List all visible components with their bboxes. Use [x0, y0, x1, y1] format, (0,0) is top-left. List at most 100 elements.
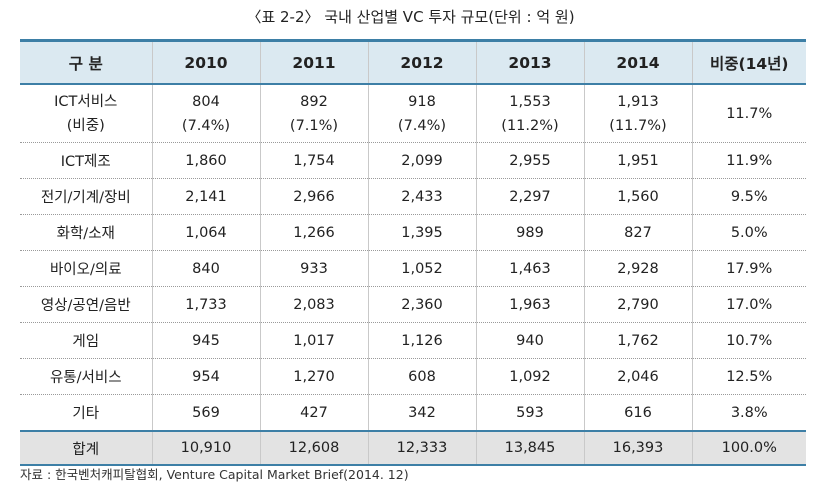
cell: 2,955 [475, 142, 585, 179]
row-sublabel: (비중) [66, 117, 105, 134]
cell-share: 11.9% [691, 142, 806, 179]
header-year: 2011 [259, 39, 369, 85]
table-row: 게임 945 1,017 1,126 940 1,762 10.7% [20, 322, 806, 359]
table-row: 기타 569 427 342 593 616 3.8% [20, 394, 806, 432]
cell-ratio: (7.4%) [181, 117, 231, 134]
cell: 2,046 [583, 358, 693, 395]
total-cell: 13,845 [475, 431, 585, 466]
table-row: 바이오/의료 840 933 1,052 1,463 2,928 17.9% [20, 250, 806, 287]
cell-ratio: (7.4%) [397, 117, 447, 134]
cell: 1,553 (11.2%) [475, 84, 585, 143]
cell: 1,395 [367, 214, 477, 251]
cell-value: 1,913 [617, 93, 659, 110]
row-label: 게임 [20, 322, 153, 359]
vc-investment-table: 구 분 2010 2011 2012 2013 2014 비중(14년) ICT… [20, 39, 806, 466]
row-label: 바이오/의료 [20, 250, 153, 287]
cell-share: 12.5% [691, 358, 806, 395]
cell-ratio: (7.1%) [289, 117, 339, 134]
cell-share: 17.9% [691, 250, 806, 287]
cell: 1,762 [583, 322, 693, 359]
cell: 1,017 [259, 322, 369, 359]
cell: 918 (7.4%) [367, 84, 477, 143]
total-cell: 10,910 [151, 431, 261, 466]
table-row: 화학/소재 1,064 1,266 1,395 989 827 5.0% [20, 214, 806, 251]
cell: 2,433 [367, 178, 477, 215]
cell: 1,064 [151, 214, 261, 251]
cell: 2,966 [259, 178, 369, 215]
row-label: 화학/소재 [20, 214, 153, 251]
cell: 989 [475, 214, 585, 251]
cell-share: 10.7% [691, 322, 806, 359]
cell: 2,790 [583, 286, 693, 323]
table-row: ICT제조 1,860 1,754 2,099 2,955 1,951 11.9… [20, 142, 806, 179]
cell: 342 [367, 394, 477, 432]
header-category: 구 분 [20, 39, 153, 85]
header-year: 2013 [475, 39, 585, 85]
total-cell: 16,393 [583, 431, 693, 466]
total-share: 100.0% [691, 431, 806, 466]
cell: 2,083 [259, 286, 369, 323]
cell: 827 [583, 214, 693, 251]
cell: 954 [151, 358, 261, 395]
total-cell: 12,608 [259, 431, 369, 466]
row-label: 유통/서비스 [20, 358, 153, 395]
cell: 569 [151, 394, 261, 432]
row-label: ICT서비스 (비중) [20, 84, 153, 143]
row-label: 기타 [20, 394, 153, 432]
header-year: 2014 [583, 39, 693, 85]
cell: 804 (7.4%) [151, 84, 261, 143]
cell: 593 [475, 394, 585, 432]
cell: 1,733 [151, 286, 261, 323]
cell: 616 [583, 394, 693, 432]
cell-value: 918 [408, 93, 436, 110]
cell-value: 1,553 [509, 93, 551, 110]
cell: 1,126 [367, 322, 477, 359]
cell-share: 17.0% [691, 286, 806, 323]
cell: 1,463 [475, 250, 585, 287]
source-note: 자료 : 한국벤처캐피탈협회, Venture Capital Market B… [20, 467, 409, 482]
row-label: 영상/공연/음반 [20, 286, 153, 323]
header-share: 비중(14년) [691, 39, 806, 85]
cell: 1,860 [151, 142, 261, 179]
header-row: 구 분 2010 2011 2012 2013 2014 비중(14년) [20, 39, 806, 85]
header-year: 2012 [367, 39, 477, 85]
cell: 2,360 [367, 286, 477, 323]
cell: 2,099 [367, 142, 477, 179]
cell-value: 804 [192, 93, 220, 110]
cell: 2,141 [151, 178, 261, 215]
row-label-text: ICT서비스 [54, 93, 118, 110]
cell: 1,560 [583, 178, 693, 215]
cell-share: 3.8% [691, 394, 806, 432]
row-label: 전기/기계/장비 [20, 178, 153, 215]
cell: 1,913 (11.7%) [583, 84, 693, 143]
cell: 1,963 [475, 286, 585, 323]
cell: 840 [151, 250, 261, 287]
table-row: 유통/서비스 954 1,270 608 1,092 2,046 12.5% [20, 358, 806, 395]
total-row: 합계 10,910 12,608 12,333 13,845 16,393 10… [20, 431, 806, 466]
cell-share: 5.0% [691, 214, 806, 251]
cell-share: 9.5% [691, 178, 806, 215]
row-label: ICT제조 [20, 142, 153, 179]
cell: 933 [259, 250, 369, 287]
cell: 427 [259, 394, 369, 432]
cell: 892 (7.1%) [259, 84, 369, 143]
cell-ratio: (11.7%) [609, 117, 667, 134]
table-title: 〈표 2-2〉 국내 산업별 VC 투자 규모(단위 : 억 원) [246, 8, 575, 26]
total-label: 합계 [20, 431, 153, 466]
table-row: 영상/공연/음반 1,733 2,083 2,360 1,963 2,790 1… [20, 286, 806, 323]
table-row: 전기/기계/장비 2,141 2,966 2,433 2,297 1,560 9… [20, 178, 806, 215]
cell: 1,754 [259, 142, 369, 179]
table-row: ICT서비스 (비중) 804 (7.4%) 892 (7.1%) 918 (7.4%… [20, 84, 806, 143]
cell: 1,092 [475, 358, 585, 395]
cell-ratio: (11.2%) [501, 117, 559, 134]
cell: 1,270 [259, 358, 369, 395]
cell: 2,297 [475, 178, 585, 215]
cell: 608 [367, 358, 477, 395]
cell: 1,052 [367, 250, 477, 287]
cell: 1,266 [259, 214, 369, 251]
header-year: 2010 [151, 39, 261, 85]
cell: 1,951 [583, 142, 693, 179]
cell: 940 [475, 322, 585, 359]
cell-value: 892 [300, 93, 328, 110]
cell: 2,928 [583, 250, 693, 287]
